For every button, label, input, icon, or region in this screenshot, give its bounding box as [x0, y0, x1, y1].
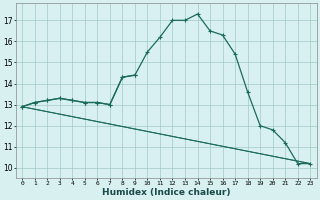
X-axis label: Humidex (Indice chaleur): Humidex (Indice chaleur): [102, 188, 230, 197]
